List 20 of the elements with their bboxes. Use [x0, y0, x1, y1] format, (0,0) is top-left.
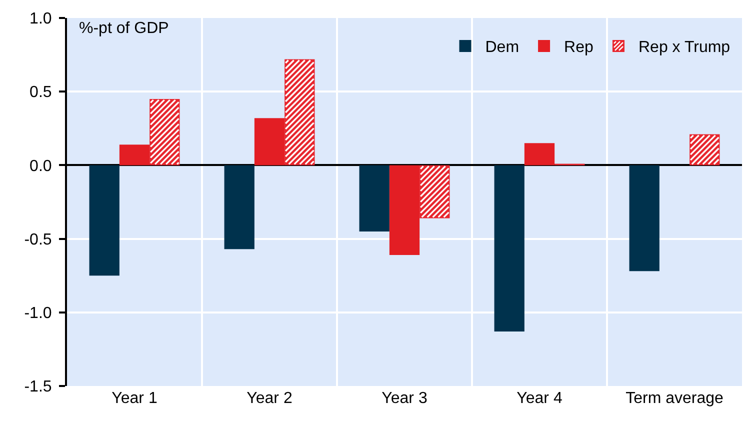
y-tick-label: 1.0 [30, 10, 52, 28]
y-tick-label: 0.5 [30, 84, 52, 102]
bar [224, 165, 254, 250]
x-tick-label: Year 2 [246, 390, 292, 407]
x-tick-label: Year 1 [112, 390, 158, 407]
bar [89, 165, 120, 276]
x-tick-label: Term average [626, 390, 724, 407]
x-tick-label: Year 4 [516, 390, 562, 407]
y-tick-label: -0.5 [24, 231, 52, 248]
bar [494, 165, 524, 332]
bar [629, 165, 660, 272]
legend-label: Rep [564, 39, 594, 56]
annotation: %-pt of GDP [79, 20, 169, 37]
y-tick-label: -1.0 [24, 305, 52, 322]
legend-label: Dem [485, 39, 520, 56]
bar [359, 165, 390, 232]
x-tick-label: Year 3 [382, 390, 428, 407]
y-tick-label: 0.0 [30, 158, 52, 175]
y-tick-label: -1.5 [24, 378, 52, 396]
legend-label: Rep x Trump [638, 39, 730, 56]
